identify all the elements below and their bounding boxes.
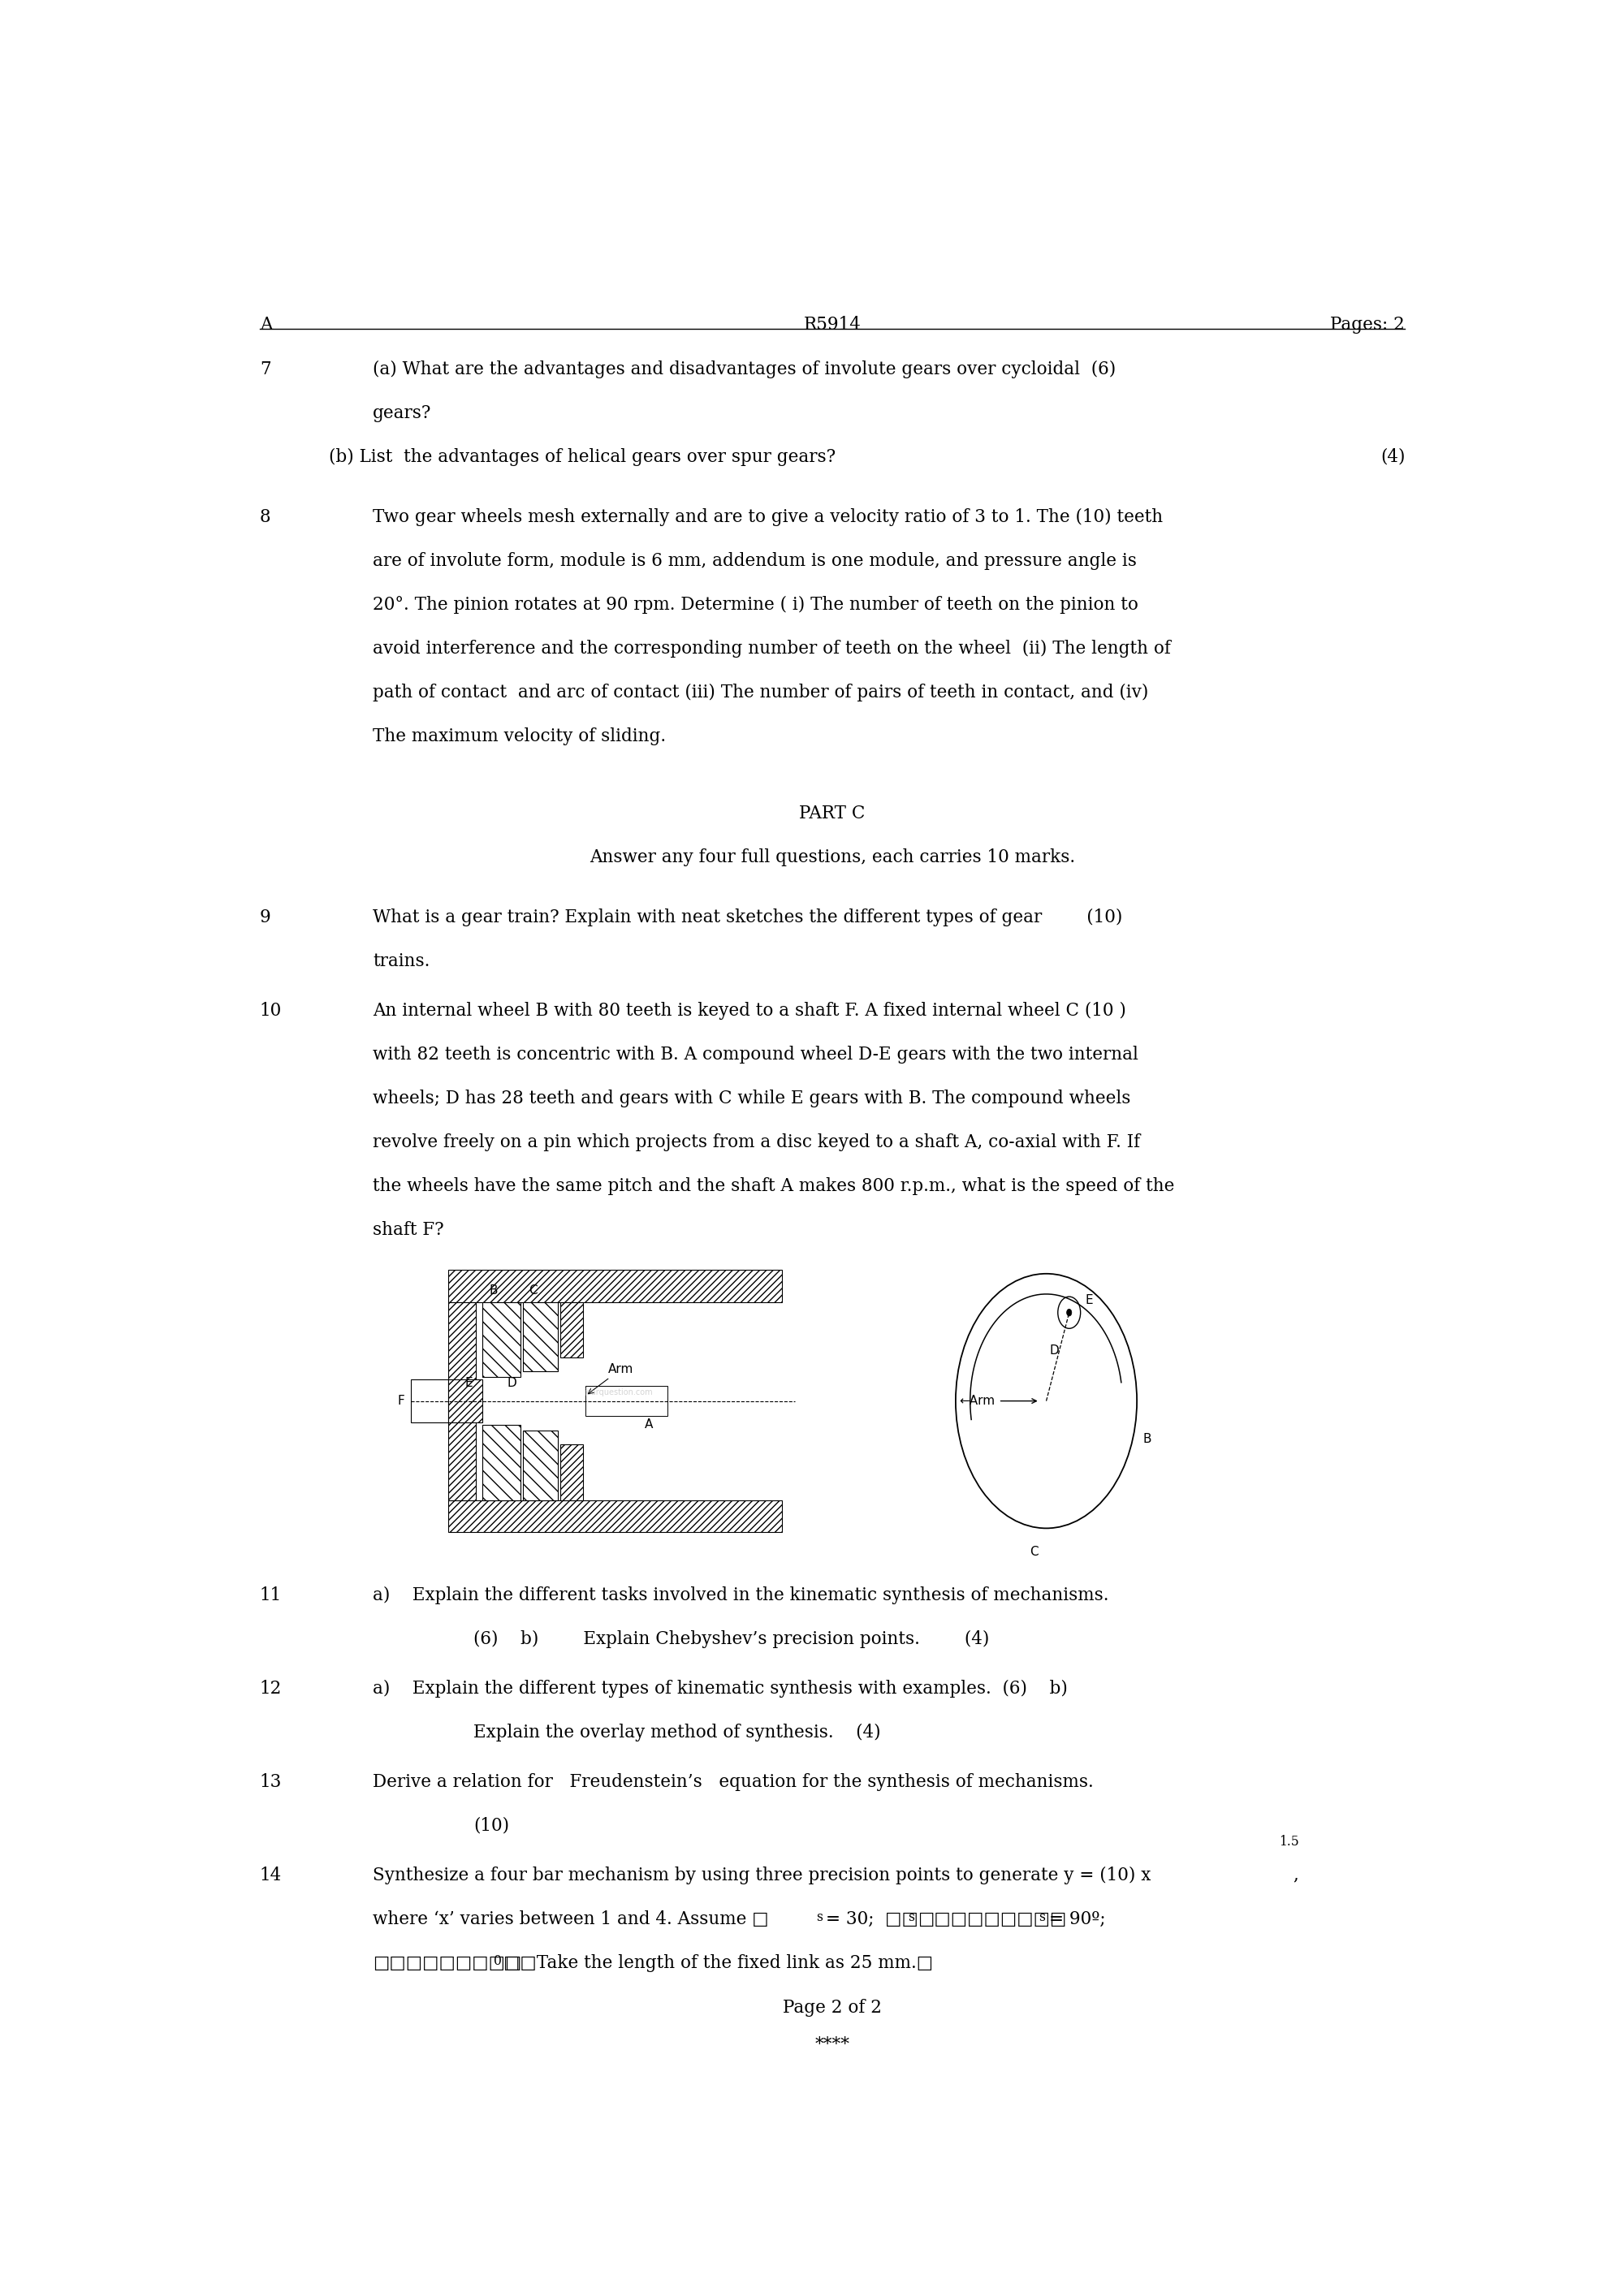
Text: Arm: Arm xyxy=(588,1364,633,1394)
Text: What is a gear train? Explain with neat sketches the different types of gear    : What is a gear train? Explain with neat … xyxy=(374,909,1122,925)
Text: Answer any four full questions, each carries 10 marks.: Answer any four full questions, each car… xyxy=(590,847,1075,866)
Text: are of involute form, module is 6 mm, addendum is one module, and pressure angle: are of involute form, module is 6 mm, ad… xyxy=(374,553,1137,569)
Text: (a) What are the advantages and disadvantages of involute gears over cycloidal  : (a) What are the advantages and disadvan… xyxy=(374,360,1116,379)
Text: C: C xyxy=(1030,1545,1038,1559)
Text: E: E xyxy=(464,1378,473,1389)
Text: s: s xyxy=(908,1910,914,1924)
Text: a)    Explain the different types of kinematic synthesis with examples.  (6)    : a) Explain the different types of kinema… xyxy=(374,1681,1069,1697)
Text: ←Arm: ←Arm xyxy=(958,1396,994,1407)
Text: 12: 12 xyxy=(260,1681,283,1697)
Text: (4): (4) xyxy=(1380,448,1405,466)
Text: gears?: gears? xyxy=(374,404,432,422)
Bar xyxy=(482,1426,520,1499)
Text: Two gear wheels mesh externally and are to give a velocity ratio of 3 to 1. The : Two gear wheels mesh externally and are … xyxy=(374,507,1163,526)
Bar xyxy=(448,1380,482,1421)
Text: 13: 13 xyxy=(260,1773,283,1791)
Text: 9: 9 xyxy=(260,909,271,925)
Text: path of contact  and arc of contact (iii) The number of pairs of teeth in contac: path of contact and arc of contact (iii)… xyxy=(374,684,1148,703)
Text: ****: **** xyxy=(815,2037,849,2055)
Text: s: s xyxy=(815,1910,822,1924)
Text: An internal wheel B with 80 teeth is keyed to a shaft F. A fixed internal wheel : An internal wheel B with 80 teeth is key… xyxy=(374,1001,1127,1019)
Text: 10: 10 xyxy=(260,1001,283,1019)
Text: trains.: trains. xyxy=(374,953,430,971)
Text: D: D xyxy=(507,1378,516,1389)
Bar xyxy=(560,1444,583,1499)
Text: C: C xyxy=(529,1283,538,1297)
Text: 7: 7 xyxy=(260,360,271,379)
Text: avoid interference and the corresponding number of teeth on the wheel  (ii) The : avoid interference and the corresponding… xyxy=(374,641,1171,659)
Text: B: B xyxy=(489,1283,499,1297)
Text: Synthesize a four bar mechanism by using three precision points to generate y = : Synthesize a four bar mechanism by using… xyxy=(374,1867,1151,1885)
Text: (6)    b)        Explain Chebyshev’s precision points.        (4): (6) b) Explain Chebyshev’s precision poi… xyxy=(474,1630,989,1649)
Text: revolve freely on a pin which projects from a disc keyed to a shaft A, co-axial : revolve freely on a pin which projects f… xyxy=(374,1134,1140,1150)
Text: Derive a relation for   Freudenstein’s   equation for the synthesis of mechanism: Derive a relation for Freudenstein’s equ… xyxy=(374,1773,1095,1791)
Text: a)    Explain the different tasks involved in the kinematic synthesis of mechani: a) Explain the different tasks involved … xyxy=(374,1587,1109,1605)
Text: wheels; D has 28 teeth and gears with C while E gears with B. The compound wheel: wheels; D has 28 teeth and gears with C … xyxy=(374,1088,1130,1107)
Text: = 90º;: = 90º; xyxy=(1049,1910,1106,1929)
Text: = 30;  □□: = 30; □□ xyxy=(827,1910,919,1929)
Bar xyxy=(523,1430,559,1499)
Text: 14: 14 xyxy=(260,1867,283,1885)
Text: 20°. The pinion rotates at 90 rpm. Determine ( i) The number of teeth on the pin: 20°. The pinion rotates at 90 rpm. Deter… xyxy=(374,597,1138,613)
Text: ,: , xyxy=(1293,1867,1299,1885)
Text: B: B xyxy=(1143,1433,1151,1444)
Bar xyxy=(586,1387,667,1417)
Text: (b) List  the advantages of helical gears over spur gears?: (b) List the advantages of helical gears… xyxy=(328,448,836,466)
Text: PART C: PART C xyxy=(799,804,866,822)
Text: A: A xyxy=(645,1419,653,1430)
Bar xyxy=(448,1302,476,1499)
Text: shaft F?: shaft F? xyxy=(374,1221,443,1238)
Circle shape xyxy=(1067,1309,1072,1316)
Bar xyxy=(560,1302,583,1357)
Bar xyxy=(411,1380,448,1421)
Text: with 82 teeth is concentric with B. A compound wheel D-E gears with the two inte: with 82 teeth is concentric with B. A co… xyxy=(374,1045,1138,1063)
Text: R5914: R5914 xyxy=(804,317,861,333)
Bar xyxy=(448,1499,783,1531)
Text: A: A xyxy=(260,317,273,333)
Text: 1.5: 1.5 xyxy=(1280,1835,1299,1848)
Text: jearquestion.com: jearquestion.com xyxy=(585,1389,653,1396)
Text: F: F xyxy=(398,1396,404,1407)
Text: where ‘x’ varies between 1 and 4. Assume □: where ‘x’ varies between 1 and 4. Assume… xyxy=(374,1910,768,1929)
Bar xyxy=(482,1302,520,1378)
Text: □□□□□□□□□: □□□□□□□□□ xyxy=(918,1910,1067,1929)
Text: Explain the overlay method of synthesis.    (4): Explain the overlay method of synthesis.… xyxy=(474,1724,880,1743)
Text: the wheels have the same pitch and the shaft A makes 800 r.p.m., what is the spe: the wheels have the same pitch and the s… xyxy=(374,1178,1174,1194)
Text: The maximum velocity of sliding.: The maximum velocity of sliding. xyxy=(374,728,666,746)
Text: □□Take the length of the fixed link as 25 mm.□: □□Take the length of the fixed link as 2… xyxy=(503,1954,934,1972)
Bar xyxy=(523,1302,559,1371)
Text: Pages: 2: Pages: 2 xyxy=(1330,317,1405,333)
Text: (10): (10) xyxy=(474,1816,510,1835)
Text: E: E xyxy=(1085,1295,1093,1306)
Text: 11: 11 xyxy=(260,1587,283,1605)
Text: □□□□□□□□□: □□□□□□□□□ xyxy=(374,1954,521,1972)
Text: s: s xyxy=(1039,1910,1046,1924)
Text: 0: 0 xyxy=(494,1954,502,1968)
Bar xyxy=(448,1270,783,1302)
Text: 8: 8 xyxy=(260,507,271,526)
Text: D: D xyxy=(1049,1345,1059,1357)
Text: Page 2 of 2: Page 2 of 2 xyxy=(783,2000,882,2018)
